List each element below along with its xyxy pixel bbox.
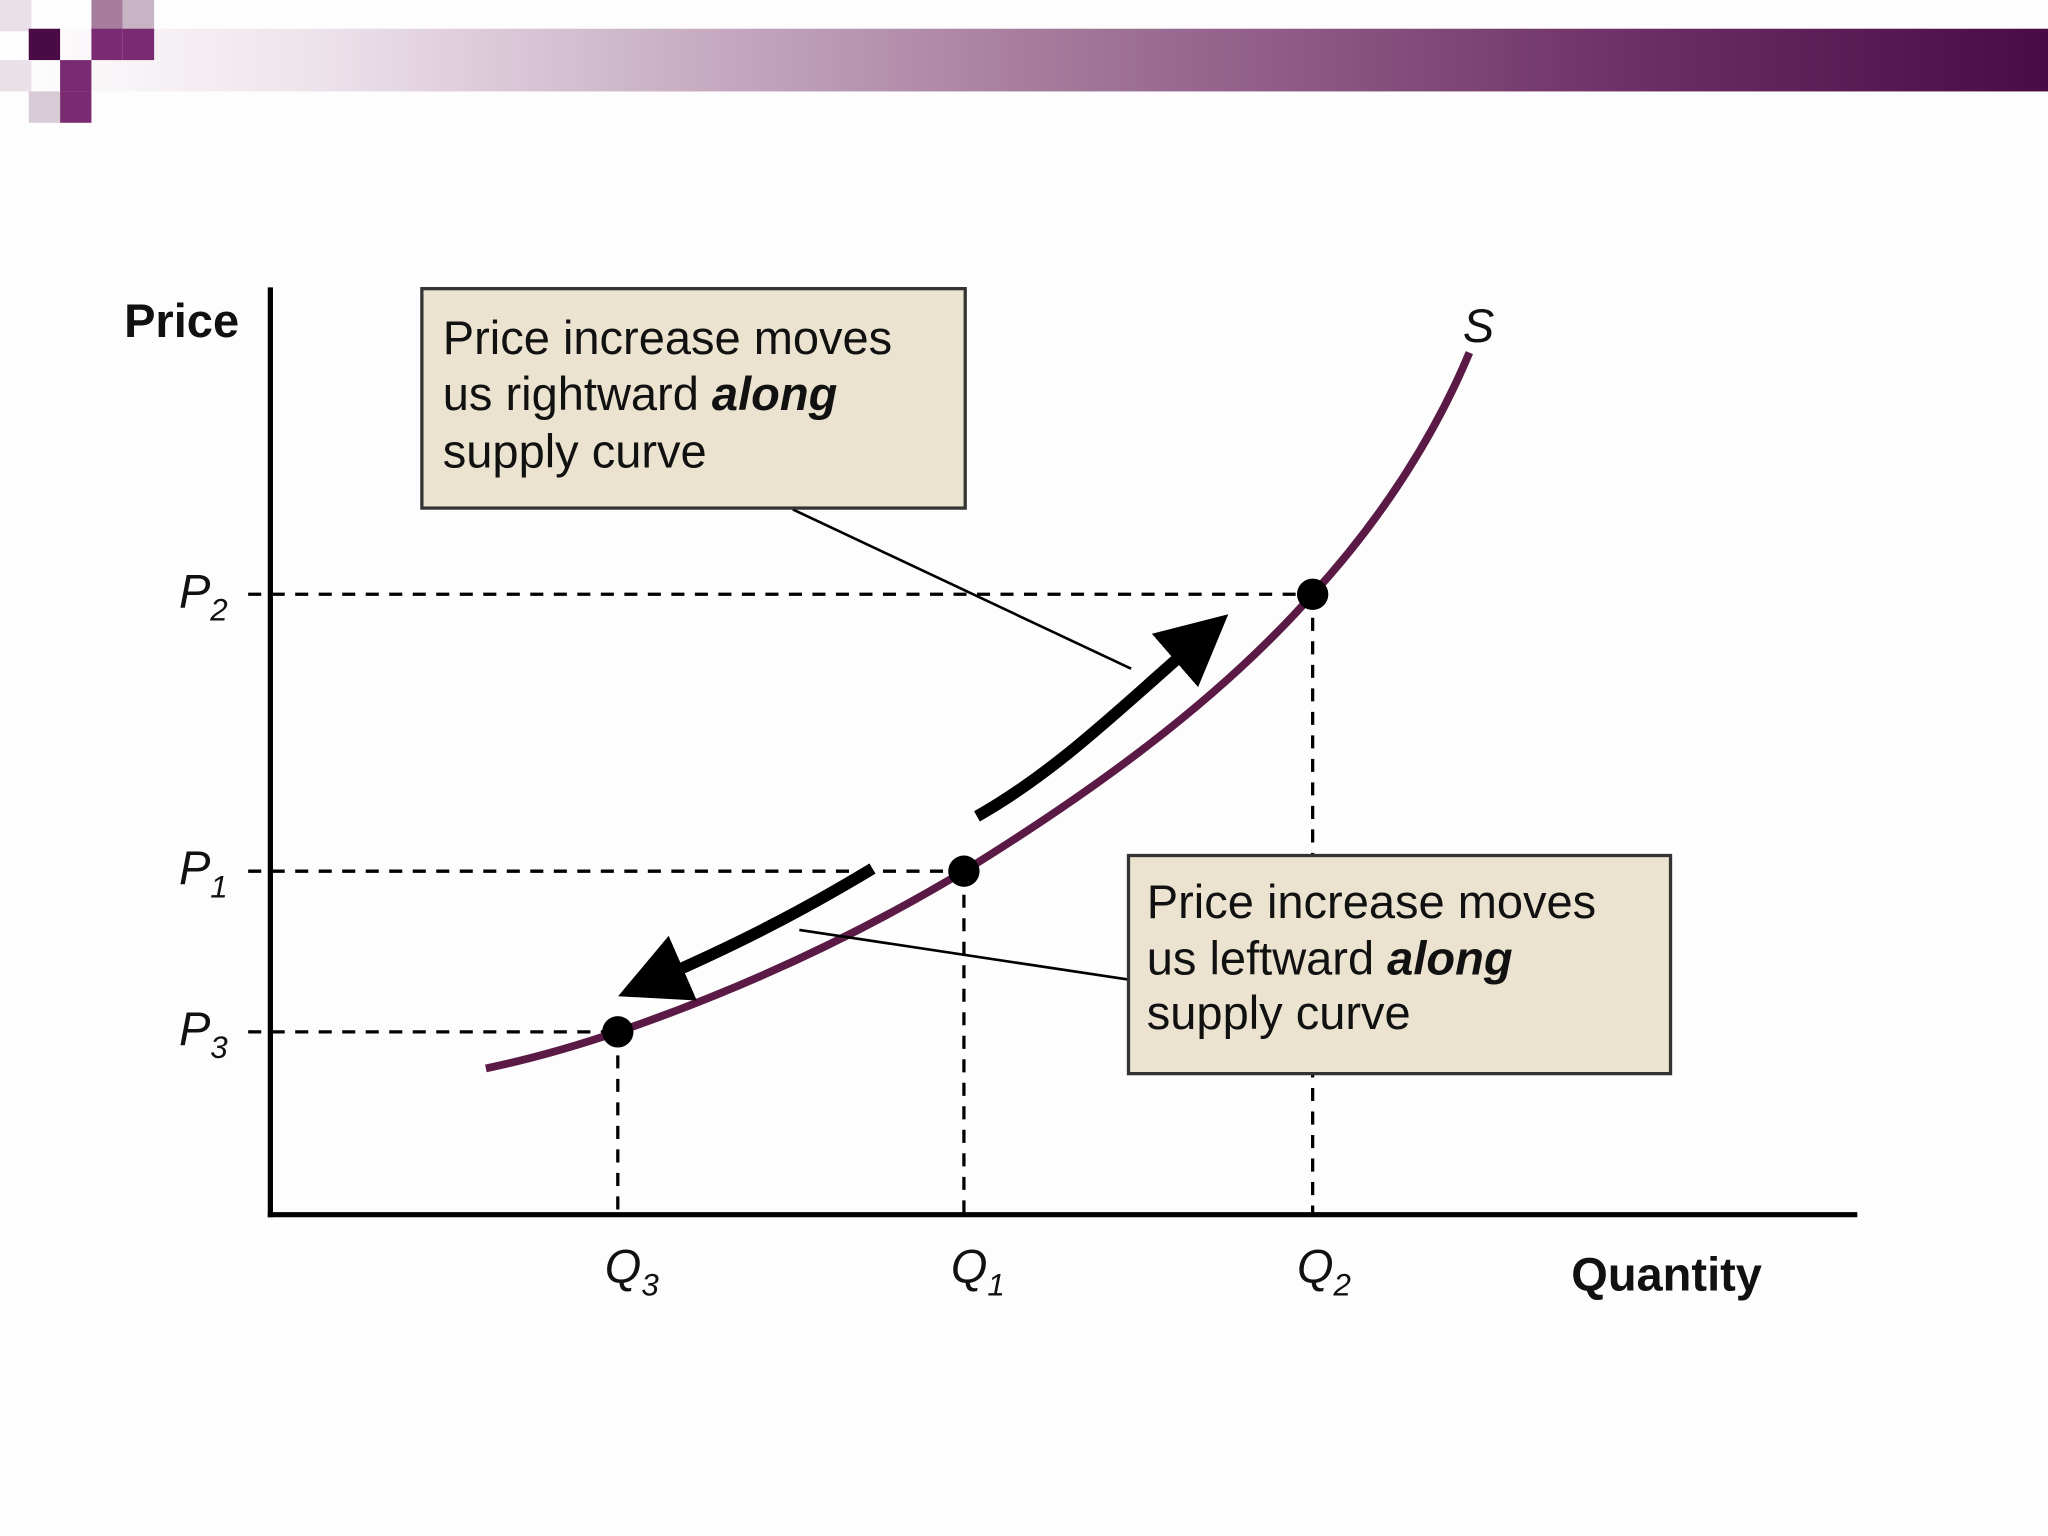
point xyxy=(948,855,980,887)
label-main: P xyxy=(179,564,211,617)
label-sub: 3 xyxy=(641,1268,659,1303)
callout-line: Price increase moves xyxy=(443,311,892,364)
quantity-label: Q2 xyxy=(1297,1240,1351,1303)
leader-line xyxy=(799,928,1129,981)
callout-line: us rightward along xyxy=(443,367,838,420)
label-main: Q xyxy=(951,1240,988,1293)
point xyxy=(602,1016,634,1048)
price-label: P3 xyxy=(179,1002,228,1065)
point xyxy=(1296,578,1329,610)
label-sub: 1 xyxy=(210,869,227,904)
callout-line: us leftward along xyxy=(1147,931,1513,984)
label-sub: 2 xyxy=(1333,1268,1351,1303)
quantity-label: Q1 xyxy=(951,1240,1005,1303)
label-sub: 1 xyxy=(987,1268,1004,1303)
label-sub: 2 xyxy=(209,592,227,627)
callout-emphasis: along xyxy=(1387,931,1512,984)
callout-line: Price increase moves xyxy=(1147,875,1596,928)
label-main: P xyxy=(179,841,211,894)
header-decoration xyxy=(0,0,2048,123)
callout-box xyxy=(420,287,967,510)
label-main: Q xyxy=(605,1240,642,1293)
label-main: Q xyxy=(1297,1240,1334,1293)
callout-emphasis: along xyxy=(712,367,837,420)
price-label: P2 xyxy=(179,564,228,627)
callout-box xyxy=(1126,853,1673,1076)
arrow-up xyxy=(974,614,1229,822)
price-label: P1 xyxy=(179,841,228,904)
callout-text: us rightward xyxy=(443,367,699,420)
quantity-label: Q3 xyxy=(605,1240,660,1303)
curve-label: S xyxy=(1463,299,1494,352)
callout-line: supply curve xyxy=(443,425,707,478)
x-axis-label: Quantity xyxy=(1571,1247,1762,1300)
label-sub: 3 xyxy=(210,1030,228,1065)
label-main: P xyxy=(179,1002,211,1055)
y-axis-label: Price xyxy=(124,294,239,347)
arrow-down xyxy=(618,863,876,1001)
callout-text: us leftward xyxy=(1147,931,1374,984)
leader-line xyxy=(792,508,1132,670)
callout-line: supply curve xyxy=(1147,986,1411,1039)
